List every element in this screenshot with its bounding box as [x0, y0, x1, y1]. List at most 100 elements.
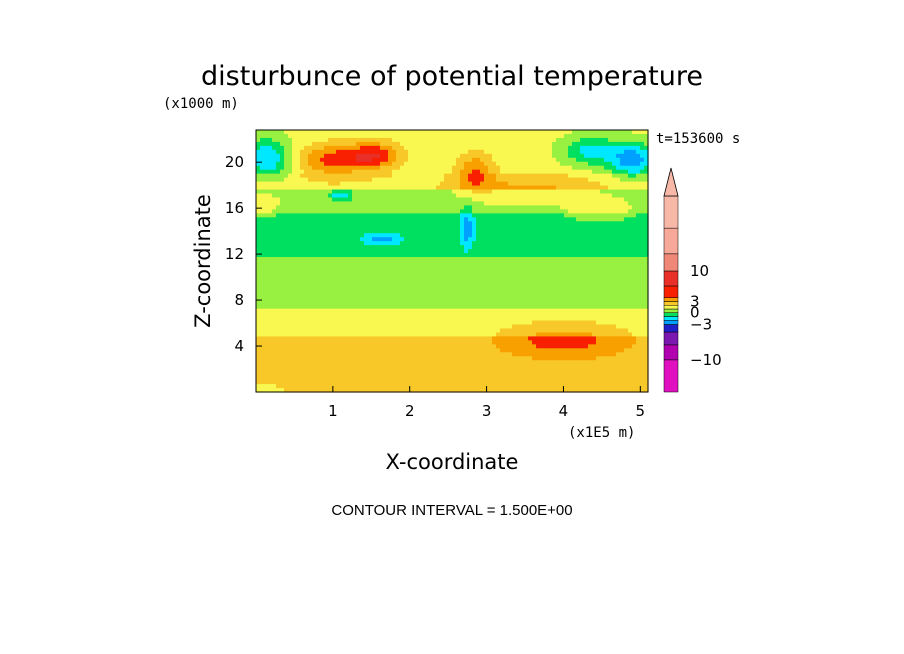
heatmap-cell	[392, 157, 397, 163]
heatmap-cell	[328, 153, 333, 159]
heatmap-cell	[556, 165, 561, 171]
heatmap-cell	[364, 316, 369, 322]
heatmap-cell	[492, 288, 497, 294]
heatmap-cell	[584, 181, 589, 187]
heatmap-cell	[392, 328, 397, 334]
heatmap-cell	[540, 328, 545, 334]
heatmap-cell	[332, 296, 337, 302]
heatmap-cell	[384, 272, 389, 278]
heatmap-cell	[416, 193, 421, 199]
heatmap-cell	[496, 257, 501, 262]
heatmap-cell	[480, 261, 485, 266]
heatmap-cell	[420, 169, 425, 175]
heatmap-cell	[496, 272, 501, 278]
heatmap-cell	[504, 197, 509, 203]
heatmap-cell	[356, 205, 361, 210]
heatmap-cell	[604, 145, 609, 151]
heatmap-cell	[636, 245, 641, 250]
heatmap-cell	[372, 181, 377, 187]
heatmap-cell	[484, 169, 489, 175]
heatmap-cell	[576, 284, 581, 290]
heatmap-cell	[568, 312, 573, 318]
heatmap-cell	[376, 308, 381, 314]
heatmap-cell	[276, 264, 281, 270]
heatmap-cell	[524, 324, 529, 330]
heatmap-cell	[264, 225, 269, 230]
heatmap-cell	[324, 193, 329, 199]
heatmap-cell	[540, 153, 545, 159]
heatmap-cell	[484, 153, 489, 159]
heatmap-cell	[360, 268, 365, 274]
heatmap-cell	[300, 153, 305, 159]
heatmap-cell	[284, 177, 289, 183]
heatmap-cell	[612, 165, 617, 171]
heatmap-cell	[536, 209, 541, 214]
heatmap-cell	[364, 149, 369, 155]
heatmap-cell	[484, 300, 489, 306]
heatmap-cell	[592, 308, 597, 314]
heatmap-cell	[360, 312, 365, 318]
heatmap-cell	[276, 217, 281, 222]
heatmap-cell	[436, 324, 441, 330]
heatmap-cell	[284, 272, 289, 278]
heatmap-cell	[576, 300, 581, 306]
heatmap-cell	[556, 205, 561, 210]
heatmap-cell	[604, 241, 609, 246]
heatmap-cell	[264, 304, 269, 310]
heatmap-cell	[524, 320, 529, 326]
heatmap-cell	[604, 149, 609, 155]
heatmap-cell	[440, 268, 445, 274]
heatmap-cell	[332, 276, 337, 282]
heatmap-cell	[296, 288, 301, 294]
heatmap-cell	[424, 177, 429, 183]
heatmap-cell	[440, 245, 445, 250]
heatmap-cell	[260, 241, 265, 246]
heatmap-cell	[516, 189, 521, 195]
heatmap-cell	[280, 225, 285, 230]
heatmap-cell	[644, 233, 649, 238]
heatmap-cell	[388, 324, 393, 330]
heatmap-cell	[500, 177, 505, 183]
heatmap-cell	[620, 221, 625, 226]
heatmap-cell	[604, 249, 609, 254]
heatmap-cell	[268, 316, 273, 322]
heatmap-cell	[588, 221, 593, 226]
heatmap-cell	[628, 288, 633, 294]
heatmap-cell	[300, 209, 305, 214]
heatmap-cell	[416, 304, 421, 310]
heatmap-cell	[364, 280, 369, 286]
heatmap-cell	[456, 141, 461, 147]
heatmap-cell	[596, 137, 601, 143]
heatmap-cell	[260, 276, 265, 282]
heatmap-cell	[524, 157, 529, 163]
heatmap-cell	[592, 225, 597, 230]
heatmap-cell	[540, 304, 545, 310]
heatmap-cell	[524, 185, 529, 191]
heatmap-cell	[636, 268, 641, 274]
heatmap-cell	[512, 264, 517, 270]
heatmap-cell	[364, 241, 369, 246]
heatmap-cell	[612, 320, 617, 326]
heatmap-cell	[432, 173, 437, 179]
heatmap-cell	[376, 189, 381, 195]
heatmap-cell	[552, 312, 557, 318]
heatmap-cell	[264, 157, 269, 163]
heatmap-cell	[492, 253, 497, 258]
heatmap-cell	[624, 141, 629, 147]
heatmap-cell	[596, 205, 601, 210]
heatmap-cell	[320, 185, 325, 191]
heatmap-cell	[612, 237, 617, 242]
heatmap-cell	[456, 193, 461, 199]
heatmap-cell	[380, 145, 385, 151]
heatmap-cell	[624, 328, 629, 334]
heatmap-cell	[412, 300, 417, 306]
heatmap-cell	[288, 320, 293, 326]
heatmap-cell	[344, 169, 349, 175]
heatmap-cell	[508, 233, 513, 238]
heatmap-cell	[412, 130, 417, 135]
heatmap-cell	[588, 229, 593, 234]
heatmap-cell	[504, 161, 509, 167]
heatmap-cell	[280, 320, 285, 326]
heatmap-cell	[560, 189, 565, 195]
heatmap-cell	[516, 249, 521, 254]
